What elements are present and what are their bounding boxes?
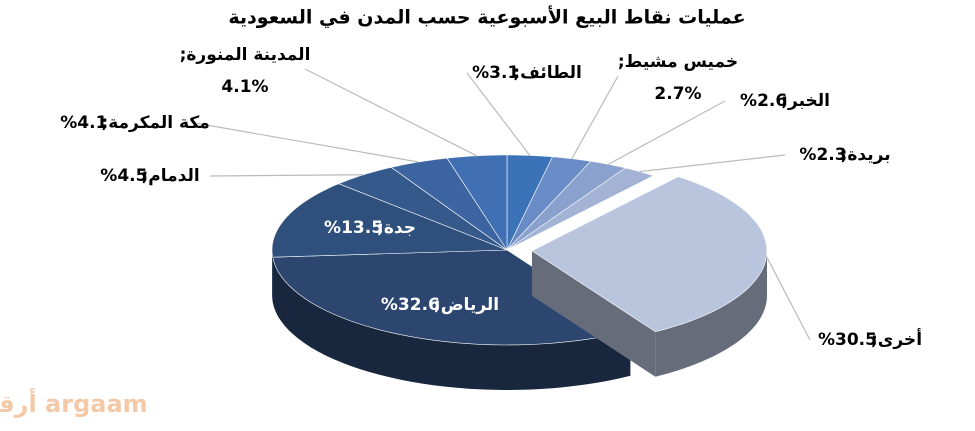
data-label: أخرى;30.5% (818, 328, 922, 350)
value-label: 3.1% (472, 63, 519, 83)
label-separator: ; (841, 145, 848, 165)
slice-side (272, 250, 273, 303)
slice-side (272, 257, 631, 390)
label-separator: ; (871, 330, 878, 350)
chart-title: عمليات نقاط البيع الأسبوعية حسب المدن في… (228, 6, 745, 29)
category-label: الخبر (787, 91, 830, 111)
data-label: الرياض;32.6% (381, 295, 499, 315)
label-separator: ; (377, 218, 384, 238)
category-label: الدمام (148, 166, 199, 186)
data-label: الخبر;2.6% (740, 91, 830, 111)
slice-side (655, 250, 767, 377)
value-label: 2.6% (740, 91, 787, 111)
data-label: مكة المكرمة;4.1% (60, 113, 210, 133)
slice-top (338, 166, 508, 251)
label-separator: ; (434, 295, 441, 315)
leader-line (639, 154, 786, 173)
label-separator: ; (781, 91, 788, 111)
label-separator: ; (101, 113, 108, 133)
data-label: بريدة;2.3% (799, 145, 890, 165)
value-label: 13.5% (324, 218, 383, 238)
slice-wall (531, 250, 656, 377)
leader-line (766, 256, 811, 341)
data-label: الطائف;3.1% (472, 63, 582, 83)
value-label: 32.6% (381, 295, 440, 315)
label-separator: ; (180, 45, 187, 65)
leader-line (209, 174, 364, 177)
data-label: المدينة المنورة; 4.1% (180, 45, 311, 97)
category-label: المدينة المنورة (186, 45, 310, 65)
leader-line (304, 68, 478, 157)
leader-line (571, 75, 619, 159)
data-label: جدة;13.5% (324, 218, 416, 238)
category-label: الرياض (441, 295, 499, 315)
value-label: 4.1% (60, 113, 107, 133)
value-label: 4.1% (221, 77, 268, 97)
leader-line (194, 122, 419, 163)
category-label: الطائف (520, 63, 582, 83)
watermark: أرقام argaam (0, 388, 148, 418)
slice-top (271, 183, 508, 258)
label-separator: ; (618, 52, 625, 72)
leader-line (608, 100, 726, 165)
value-label: 30.5% (818, 330, 877, 350)
slice (338, 166, 508, 251)
value-label: 2.3% (799, 145, 846, 165)
data-label: الدمام;4.5% (100, 166, 199, 186)
leader-line (466, 72, 531, 156)
slice (506, 167, 655, 251)
label-separator: ; (141, 166, 148, 186)
category-label: جدة (384, 218, 416, 238)
data-label: خميس مشيط; 2.7% (618, 52, 738, 104)
category-label: خميس مشيط (625, 52, 739, 72)
category-label: مكة المكرمة (108, 113, 210, 133)
value-label: 2.7% (654, 84, 701, 104)
category-label: بريدة (847, 145, 890, 165)
value-label: 4.5% (100, 166, 147, 186)
slice (531, 176, 768, 377)
category-label: أخرى (878, 328, 922, 350)
slice (271, 183, 508, 303)
label-separator: ; (513, 63, 520, 83)
slice-top (506, 167, 655, 251)
